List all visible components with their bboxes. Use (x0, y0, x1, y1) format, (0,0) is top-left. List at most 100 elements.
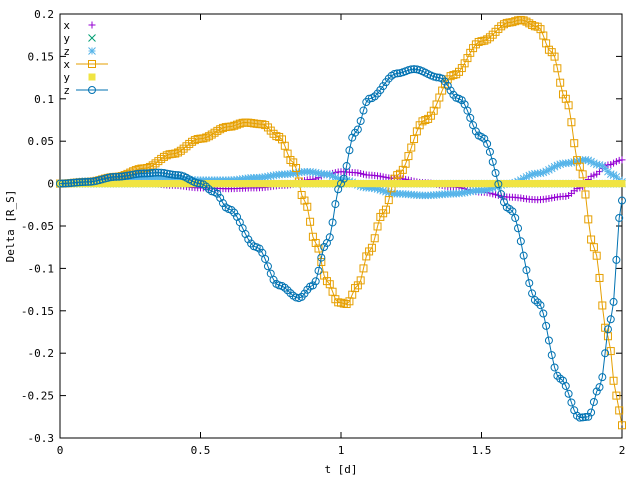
data-point (151, 168, 160, 177)
data-point (64, 179, 73, 188)
data-point (218, 199, 227, 208)
data-point (356, 117, 365, 126)
data-point (280, 141, 289, 150)
data-point (533, 22, 542, 31)
data-point (337, 298, 345, 307)
data-point (404, 152, 413, 161)
data-point (373, 185, 382, 193)
data-point (522, 266, 531, 275)
data-point (129, 170, 138, 179)
data-point (567, 398, 576, 407)
data-point (539, 168, 548, 177)
data-point (261, 254, 270, 263)
legend-label: z (63, 84, 70, 97)
data-point (75, 178, 84, 187)
data-point (564, 101, 573, 110)
data-point (230, 208, 239, 217)
data-point (544, 336, 553, 345)
series-line (60, 68, 623, 419)
data-point (367, 243, 376, 252)
data-point (314, 169, 323, 178)
data-point (292, 293, 301, 302)
data-point (463, 54, 472, 63)
data-point (570, 158, 579, 166)
data-point (148, 168, 157, 177)
data-point (115, 172, 124, 181)
data-point (460, 59, 469, 68)
data-point (612, 391, 621, 400)
data-point (499, 20, 508, 29)
data-point (421, 116, 430, 124)
data-point (438, 86, 447, 95)
legend-marker (88, 86, 96, 94)
data-point (230, 121, 239, 130)
data-point (519, 16, 528, 25)
data-point (418, 117, 427, 126)
data-point (539, 31, 548, 40)
data-point (508, 207, 517, 216)
data-point (581, 190, 590, 199)
data-point (289, 158, 298, 167)
data-point (306, 217, 315, 226)
y-tick-label: 0.1 (34, 93, 54, 106)
data-point (595, 383, 604, 392)
data-point (547, 351, 556, 360)
data-point (533, 298, 542, 307)
data-point (263, 262, 272, 271)
data-point (171, 149, 180, 158)
data-point (497, 190, 506, 199)
data-point (536, 301, 545, 310)
series-4-filled-square (56, 180, 626, 188)
data-point (328, 218, 337, 227)
data-point (244, 235, 253, 244)
data-point (432, 73, 441, 82)
data-point (612, 255, 621, 264)
data-point (311, 238, 320, 247)
data-point (561, 94, 570, 103)
data-point (553, 371, 562, 380)
data-point (216, 125, 225, 134)
series-line (60, 19, 623, 426)
data-point (449, 90, 458, 99)
data-point (359, 264, 368, 273)
x-tick-label: 2 (619, 444, 626, 457)
data-point (483, 185, 491, 194)
series-5-circle (56, 65, 626, 422)
data-point (491, 27, 500, 36)
data-point (331, 200, 340, 209)
data-point (488, 30, 497, 39)
data-point (381, 205, 390, 214)
data-point (440, 77, 449, 86)
data-point (525, 19, 534, 28)
data-point (356, 276, 365, 285)
data-point (474, 37, 483, 46)
data-point (275, 132, 284, 141)
data-point (78, 178, 87, 187)
data-point (530, 296, 539, 305)
data-point (598, 373, 607, 382)
data-point (407, 143, 416, 152)
data-point (556, 160, 565, 169)
data-point (314, 266, 323, 275)
plot-area-frame (59, 13, 623, 439)
data-point (542, 39, 551, 48)
data-point (393, 69, 402, 78)
data-point (606, 347, 615, 356)
y-tick-label: 0.15 (28, 50, 55, 63)
data-point (176, 146, 185, 155)
data-point (584, 156, 593, 165)
data-point (202, 182, 211, 191)
data-point (401, 159, 410, 168)
data-point (269, 275, 278, 284)
data-point (581, 413, 590, 422)
data-point (325, 170, 334, 179)
data-point (286, 289, 295, 298)
legend-label: x (63, 58, 70, 71)
data-point (202, 133, 211, 142)
data-point (370, 92, 379, 101)
data-point (384, 188, 393, 197)
data-point (320, 243, 329, 252)
data-point (446, 86, 455, 95)
data-point (485, 147, 494, 156)
data-point (553, 161, 562, 170)
